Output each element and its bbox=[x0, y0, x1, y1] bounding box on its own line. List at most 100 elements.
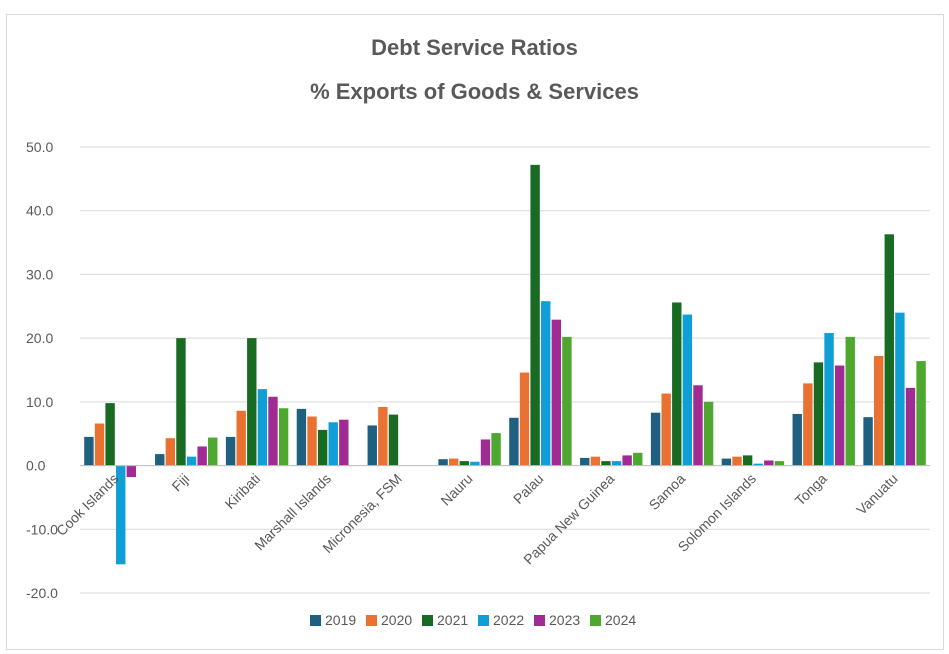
category-label: Samoa bbox=[646, 470, 689, 513]
bar bbox=[307, 416, 317, 466]
y-tick-label: 50.0 bbox=[26, 139, 53, 155]
bar bbox=[388, 414, 399, 466]
chart-title: Debt Service Ratios bbox=[371, 35, 578, 60]
category-label: Kiribati bbox=[222, 470, 264, 512]
y-tick-label: 40.0 bbox=[26, 203, 53, 219]
bar bbox=[197, 446, 207, 466]
bar bbox=[296, 408, 307, 466]
bar bbox=[650, 412, 661, 466]
bar bbox=[268, 396, 278, 466]
bar bbox=[165, 438, 176, 466]
bar bbox=[611, 461, 622, 466]
bar bbox=[682, 314, 693, 466]
bar bbox=[661, 393, 671, 466]
legend-label: 2024 bbox=[605, 612, 636, 628]
category-label: Nauru bbox=[437, 470, 475, 508]
legend-label: 2019 bbox=[325, 612, 356, 628]
bar bbox=[94, 423, 105, 466]
bar bbox=[176, 338, 186, 466]
bar bbox=[84, 436, 94, 466]
legend-label: 2022 bbox=[493, 612, 524, 628]
bar bbox=[905, 387, 916, 466]
legend-swatch bbox=[366, 615, 377, 626]
y-tick-label: 30.0 bbox=[26, 266, 53, 282]
y-tick-label: 10.0 bbox=[26, 394, 53, 410]
bar bbox=[774, 461, 785, 466]
category-label: Marshall Islands bbox=[251, 470, 334, 553]
bar bbox=[530, 164, 540, 466]
bar bbox=[721, 458, 732, 466]
legend-swatch bbox=[590, 615, 601, 626]
y-tick-label: -20.0 bbox=[26, 585, 58, 601]
bar bbox=[633, 452, 643, 466]
legend-label: 2020 bbox=[381, 612, 412, 628]
bar bbox=[863, 417, 873, 466]
bar bbox=[317, 429, 328, 466]
bar bbox=[339, 419, 349, 466]
bar bbox=[672, 302, 682, 466]
bar bbox=[247, 338, 257, 466]
bar bbox=[703, 401, 714, 466]
bar bbox=[459, 461, 469, 466]
y-tick-label: -10.0 bbox=[26, 521, 58, 537]
bar bbox=[693, 385, 703, 466]
bar bbox=[873, 355, 884, 466]
bar bbox=[601, 461, 611, 466]
bar bbox=[448, 458, 459, 466]
bar bbox=[105, 403, 115, 466]
legend-swatch bbox=[478, 615, 489, 626]
bar bbox=[732, 456, 742, 466]
bar bbox=[155, 454, 165, 466]
bar bbox=[884, 234, 894, 466]
y-tick-label: 20.0 bbox=[26, 330, 53, 346]
bar bbox=[208, 437, 218, 466]
category-label: Vanuatu bbox=[853, 470, 900, 517]
bar bbox=[803, 383, 813, 466]
bar bbox=[551, 319, 562, 466]
chart-subtitle: % Exports of Goods & Services bbox=[310, 79, 639, 104]
bar bbox=[491, 433, 501, 466]
bar bbox=[764, 460, 774, 466]
legend-swatch bbox=[534, 615, 545, 626]
bar bbox=[916, 361, 926, 466]
bar bbox=[367, 425, 377, 466]
bar bbox=[792, 413, 802, 466]
bar bbox=[590, 456, 601, 466]
bar bbox=[438, 459, 448, 466]
bar bbox=[541, 301, 551, 466]
bar bbox=[378, 406, 388, 466]
bar bbox=[225, 436, 236, 466]
bar bbox=[509, 417, 519, 466]
bar bbox=[562, 336, 572, 466]
bar bbox=[824, 333, 834, 466]
category-label: Tonga bbox=[792, 470, 830, 508]
bar bbox=[834, 365, 845, 466]
bar bbox=[470, 461, 480, 466]
bar bbox=[895, 312, 905, 466]
bar bbox=[116, 465, 126, 565]
bar bbox=[813, 362, 824, 466]
y-tick-label: 0.0 bbox=[26, 458, 46, 474]
category-label: Fiji bbox=[168, 470, 192, 494]
bar bbox=[519, 372, 530, 466]
bar bbox=[126, 465, 137, 478]
bar bbox=[480, 439, 491, 466]
bar bbox=[236, 410, 246, 466]
bar bbox=[580, 457, 590, 466]
category-label: Palau bbox=[510, 470, 547, 507]
chart-frame bbox=[6, 14, 944, 650]
bar bbox=[753, 463, 763, 466]
legend-label: 2023 bbox=[549, 612, 580, 628]
bar bbox=[742, 455, 753, 466]
bar bbox=[278, 408, 289, 466]
bar bbox=[186, 456, 197, 466]
bar bbox=[257, 389, 268, 466]
bar bbox=[622, 455, 632, 466]
bar bbox=[328, 422, 338, 466]
bar bbox=[845, 336, 855, 466]
legend-label: 2021 bbox=[437, 612, 468, 628]
legend-swatch bbox=[422, 615, 433, 626]
category-label: Solomon Islands bbox=[675, 470, 760, 555]
legend-swatch bbox=[310, 615, 321, 626]
